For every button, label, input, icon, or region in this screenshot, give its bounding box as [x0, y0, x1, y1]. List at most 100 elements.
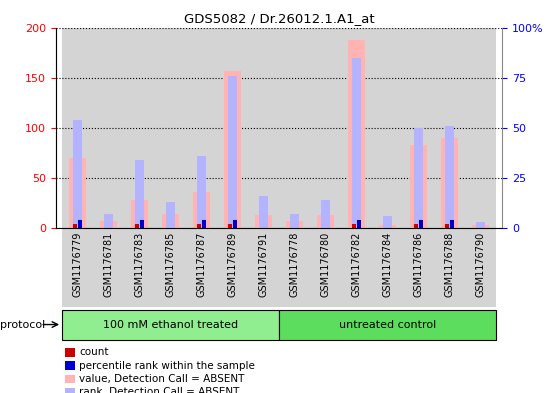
Text: GSM1176778: GSM1176778 [290, 232, 300, 297]
Bar [69, 158, 86, 228]
Bar [155, 228, 186, 307]
Bar [186, 28, 217, 228]
Text: GSM1176782: GSM1176782 [352, 232, 362, 297]
Text: GSM1176788: GSM1176788 [445, 232, 455, 297]
Bar [228, 224, 232, 228]
Bar [155, 228, 186, 307]
Bar [124, 228, 155, 307]
Text: GSM1176787: GSM1176787 [196, 232, 206, 297]
Bar [73, 120, 82, 228]
Bar [62, 228, 93, 307]
Bar [379, 225, 396, 228]
Bar [445, 126, 454, 228]
Bar [78, 220, 81, 228]
Bar [372, 228, 403, 307]
Bar [353, 224, 356, 228]
Bar [93, 228, 124, 307]
Text: value, Detection Call = ABSENT: value, Detection Call = ABSENT [79, 374, 244, 384]
Bar [104, 214, 113, 228]
Bar [224, 71, 241, 228]
Bar [186, 228, 217, 307]
Bar [186, 228, 217, 307]
Bar [62, 310, 279, 340]
Bar [62, 228, 93, 307]
Bar [93, 228, 124, 307]
Bar [228, 75, 237, 228]
Bar [197, 156, 206, 228]
Bar [286, 221, 303, 228]
Bar [155, 28, 186, 228]
Bar [124, 228, 155, 307]
Text: 100 mM ethanol treated: 100 mM ethanol treated [103, 320, 238, 330]
Title: GDS5082 / Dr.26012.1.A1_at: GDS5082 / Dr.26012.1.A1_at [184, 12, 374, 25]
Bar [135, 160, 144, 228]
Text: GSM1176791: GSM1176791 [258, 232, 268, 297]
Bar [357, 220, 360, 228]
Bar [65, 348, 75, 357]
Bar [310, 228, 341, 307]
Bar [321, 200, 330, 228]
Bar [372, 28, 403, 228]
Bar [217, 228, 248, 307]
Bar [419, 220, 422, 228]
Bar [74, 224, 77, 228]
Bar [445, 224, 449, 228]
Bar [465, 228, 496, 307]
Bar [65, 362, 75, 370]
Bar [434, 28, 465, 228]
Bar [124, 28, 155, 228]
Bar [248, 28, 279, 228]
Bar [248, 228, 279, 307]
Bar [279, 228, 310, 307]
Text: GSM1176789: GSM1176789 [228, 232, 238, 297]
Bar [317, 215, 334, 228]
Bar [310, 28, 341, 228]
Bar [403, 28, 434, 228]
Bar [65, 375, 75, 383]
Text: rank, Detection Call = ABSENT: rank, Detection Call = ABSENT [79, 387, 239, 393]
Bar [162, 214, 179, 228]
Bar [472, 225, 489, 228]
Bar [259, 196, 268, 228]
Text: GSM1176779: GSM1176779 [73, 232, 83, 297]
Text: GSM1176785: GSM1176785 [166, 232, 176, 297]
Bar [476, 222, 485, 228]
Bar [193, 192, 210, 228]
Bar [217, 28, 248, 228]
Bar [202, 220, 205, 228]
Text: GSM1176783: GSM1176783 [134, 232, 145, 297]
Bar [233, 220, 237, 228]
Text: percentile rank within the sample: percentile rank within the sample [79, 361, 255, 371]
Bar [279, 28, 310, 228]
Text: GSM1176790: GSM1176790 [475, 232, 485, 297]
Bar [434, 228, 465, 307]
Bar [372, 228, 403, 307]
Text: untreated control: untreated control [339, 320, 436, 330]
Bar [166, 202, 175, 228]
Bar [279, 310, 496, 340]
Bar [279, 228, 310, 307]
Bar [136, 224, 139, 228]
Bar [348, 40, 365, 228]
Bar [217, 228, 248, 307]
Text: GSM1176781: GSM1176781 [103, 232, 113, 297]
Bar [450, 220, 454, 228]
Bar [62, 28, 93, 228]
Bar [341, 228, 372, 307]
Bar [310, 228, 341, 307]
Bar [341, 228, 372, 307]
Text: GSM1176784: GSM1176784 [382, 232, 392, 297]
Bar [341, 28, 372, 228]
Bar [352, 58, 361, 228]
Bar [441, 138, 458, 228]
Text: GSM1176786: GSM1176786 [413, 232, 424, 297]
Bar [140, 220, 143, 228]
Bar [248, 228, 279, 307]
Bar [100, 221, 117, 228]
Bar [255, 215, 272, 228]
Bar [198, 224, 201, 228]
Bar [415, 224, 418, 228]
Bar [414, 128, 423, 228]
Bar [383, 216, 392, 228]
Text: GSM1176780: GSM1176780 [320, 232, 330, 297]
